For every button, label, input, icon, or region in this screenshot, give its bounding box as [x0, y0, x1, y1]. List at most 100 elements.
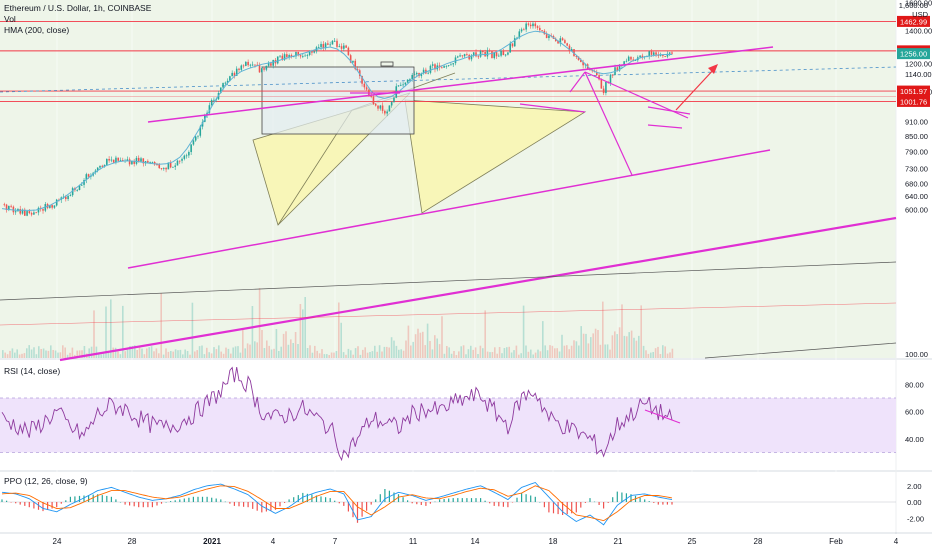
- volume-bar: [544, 345, 546, 358]
- volume-bar: [626, 336, 628, 358]
- candle-body: [12, 206, 15, 213]
- volume-bar: [520, 353, 522, 358]
- rsi-pane-label[interactable]: RSI (14, close): [4, 366, 61, 376]
- symbol-title[interactable]: Ethereum / U.S. Dollar, 1h, COINBASE: [4, 3, 152, 13]
- candle-body: [548, 35, 550, 39]
- candle-body: [377, 105, 379, 109]
- candle-body: [329, 44, 331, 46]
- ppo-histogram-bar: [315, 495, 318, 502]
- ppo-histogram-bar: [165, 502, 167, 503]
- candle-body: [235, 68, 238, 76]
- time-tick-label: Feb: [829, 537, 843, 546]
- volume-bar: [412, 341, 414, 358]
- volume-bar: [426, 323, 429, 358]
- volume-bar: [563, 345, 566, 358]
- candle-body: [147, 161, 149, 163]
- candle-body: [354, 60, 357, 70]
- candle-body: [454, 57, 457, 64]
- candle-body: [87, 174, 90, 177]
- candle-body: [639, 55, 641, 58]
- candle-body: [42, 209, 44, 211]
- volume-bar: [292, 343, 294, 358]
- volume-bar: [657, 346, 659, 358]
- volume-bar: [458, 351, 460, 358]
- ppo-histogram-bar: [443, 499, 445, 502]
- rsi-trendline: [644, 409, 681, 424]
- candle-body: [222, 83, 224, 88]
- ppo-histogram-bar: [356, 502, 359, 523]
- ppo-histogram-bar: [160, 502, 163, 504]
- candle-body: [245, 61, 247, 66]
- hma-indicator-label[interactable]: HMA (200, close): [4, 25, 70, 35]
- ppo-histogram-bar: [288, 499, 290, 502]
- candle-body: [172, 166, 174, 168]
- volume-bar: [354, 348, 357, 358]
- rsi-band: [0, 398, 896, 453]
- candle-body: [256, 64, 259, 66]
- volume-bar: [606, 344, 609, 358]
- volume-bar: [266, 340, 268, 358]
- volume-bar: [371, 351, 374, 358]
- ppo-histogram-bar: [420, 502, 422, 505]
- candle-body: [133, 161, 135, 164]
- volume-bar: [647, 353, 650, 358]
- volume-bar: [251, 306, 254, 358]
- candle-body: [479, 50, 482, 57]
- candle-body: [352, 60, 354, 63]
- volume-bar: [479, 345, 482, 358]
- candle-body: [320, 43, 322, 48]
- volume-bar: [582, 333, 585, 358]
- volume-bar: [616, 334, 618, 358]
- volume-bar: [261, 330, 263, 358]
- volume-indicator-label[interactable]: Vol: [4, 14, 16, 24]
- candle-body: [126, 159, 129, 161]
- candle-body: [324, 43, 327, 49]
- ppo-histogram-bar: [425, 502, 427, 506]
- candle-body: [422, 69, 425, 74]
- candle-body: [356, 69, 359, 71]
- ppo-histogram-bar: [448, 498, 450, 502]
- candle-body: [192, 140, 195, 145]
- candle-body: [632, 59, 635, 61]
- ppo-histogram-bar: [603, 502, 605, 509]
- candle-body: [431, 64, 434, 66]
- candle-body: [53, 205, 56, 208]
- volume-bar: [278, 351, 280, 358]
- candle-body: [272, 59, 274, 66]
- magenta-trendline: [147, 46, 774, 123]
- candle-body: [582, 62, 584, 66]
- ppo-histogram-bar: [329, 498, 331, 502]
- ppo-histogram-bar: [343, 502, 345, 506]
- volume-bar: [549, 345, 551, 358]
- candle-body: [659, 55, 662, 56]
- candle-body: [106, 159, 108, 165]
- ppo-pane-label[interactable]: PPO (12, 26, close, 9): [4, 476, 88, 486]
- candle-body: [169, 162, 172, 168]
- candle-body: [176, 160, 179, 166]
- ppo-histogram-bar: [92, 494, 94, 502]
- magenta-trendline: [584, 71, 633, 176]
- volume-bar: [328, 355, 330, 358]
- candle-body: [99, 165, 101, 168]
- rsi-tick-label: 80.00: [905, 380, 924, 389]
- volume-bar: [11, 348, 14, 358]
- candle-body: [37, 207, 40, 213]
- volume-bar: [364, 347, 366, 358]
- candle-body: [618, 65, 621, 71]
- candle-body: [541, 30, 543, 31]
- volume-bar: [362, 349, 364, 358]
- volume-bar: [530, 349, 532, 358]
- candle-body: [149, 162, 151, 163]
- time-tick-label: 25: [688, 537, 697, 546]
- volume-bar: [304, 297, 306, 358]
- candle-body: [174, 165, 176, 167]
- ppo-histogram-bar: [220, 499, 222, 502]
- candle-body: [557, 40, 559, 44]
- volume-bar: [38, 346, 40, 358]
- candle-body: [452, 63, 455, 65]
- candle-body: [523, 29, 525, 31]
- ppo-histogram-bar: [138, 502, 140, 508]
- volume-bar: [357, 346, 359, 358]
